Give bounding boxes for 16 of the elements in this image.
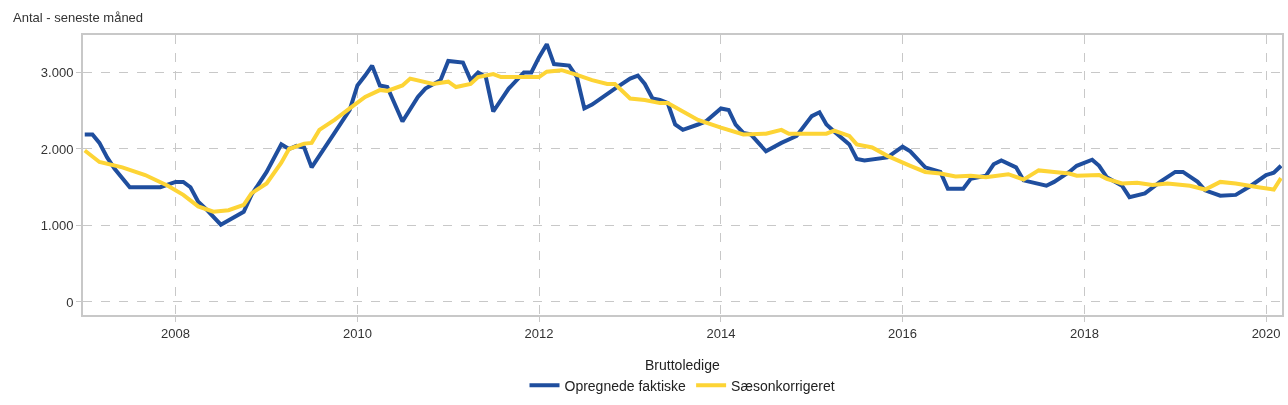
x-tick-label: 2018 <box>1069 325 1099 341</box>
x-tick-label: 2012 <box>524 325 554 341</box>
legend-title: Bruttoledige <box>645 356 720 373</box>
y-axis-title: Antal - seneste måned <box>13 10 144 25</box>
legend-label: Opregnede faktiske <box>564 377 687 394</box>
x-tick-label: 2016 <box>888 325 918 341</box>
y-tick-label: 1.000 <box>40 218 74 234</box>
y-tick-label: 2.000 <box>40 141 74 157</box>
legend-label: Sæsonkorrigeret <box>731 377 835 394</box>
x-tick-label: 2014 <box>706 325 736 341</box>
x-tick-label: 2010 <box>342 325 372 341</box>
line-series <box>83 68 1282 214</box>
y-tick-label: 3.000 <box>40 65 74 81</box>
x-tick-label: 2020 <box>1251 325 1281 341</box>
y-tick-label: 0 <box>66 294 74 310</box>
x-tick-label: 2008 <box>161 325 191 341</box>
